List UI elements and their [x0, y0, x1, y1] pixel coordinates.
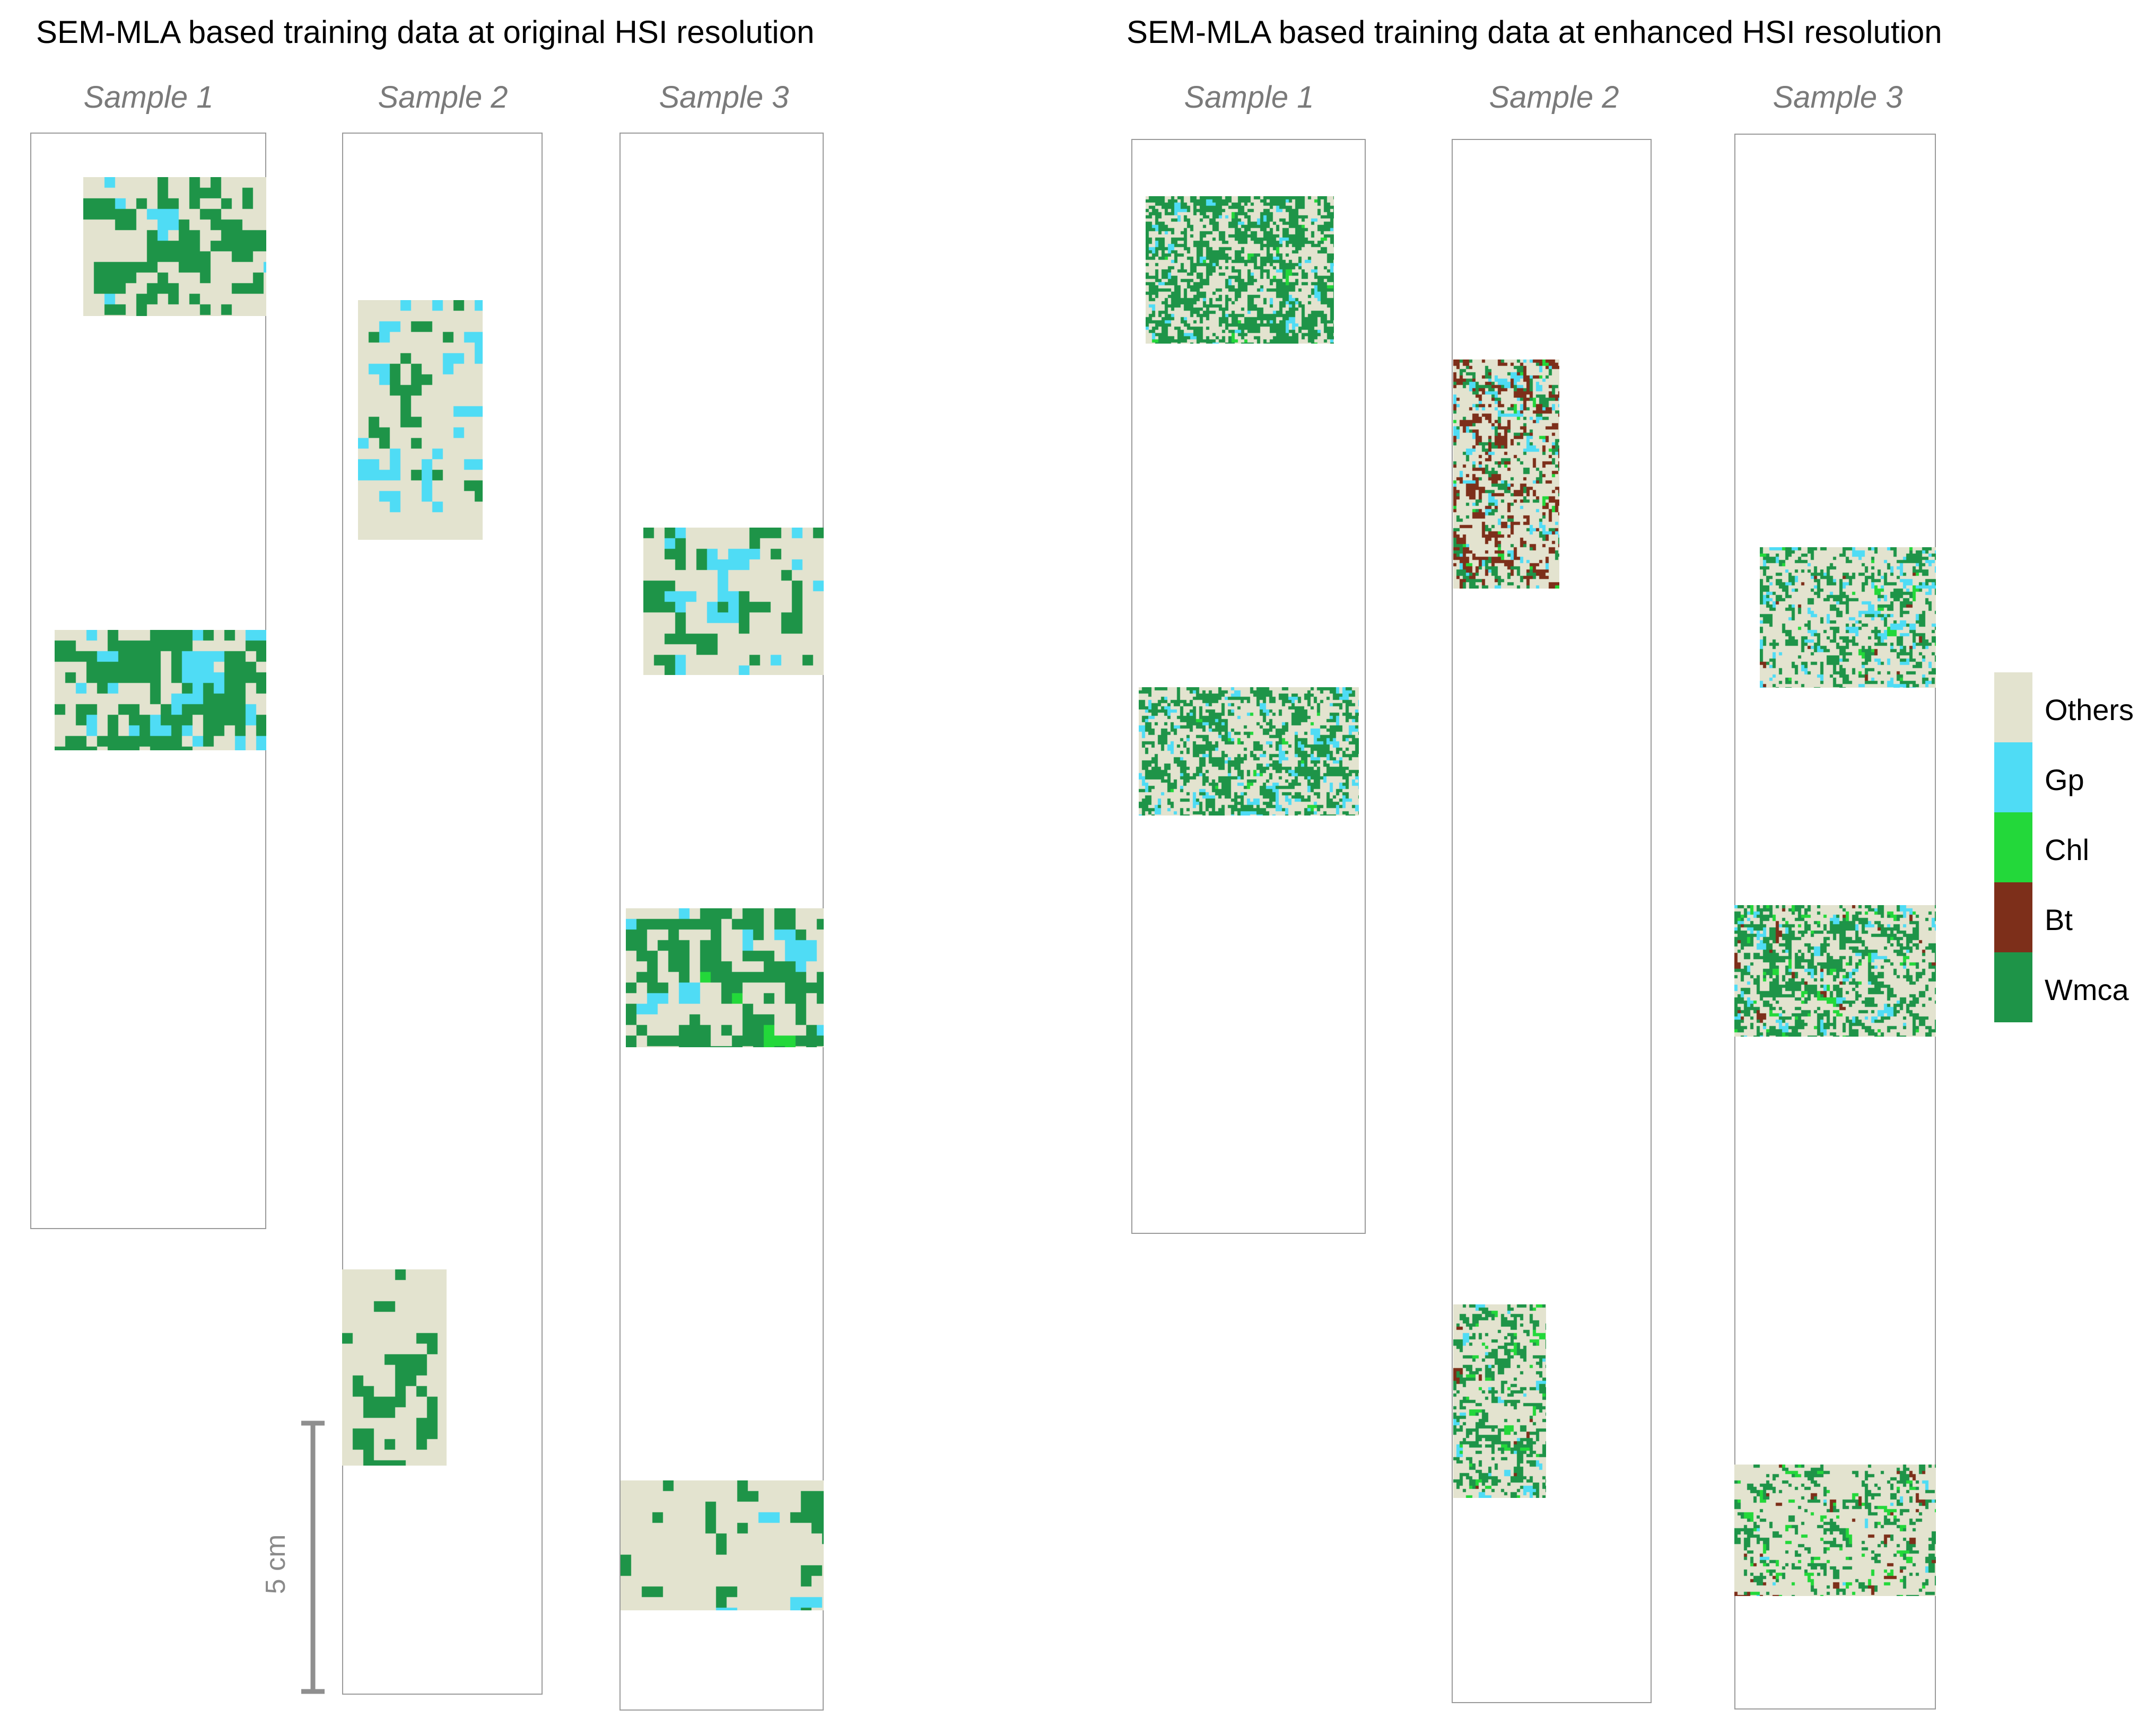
legend-label-bt: Bt	[2045, 903, 2073, 936]
legend-label-chl: Chl	[2045, 833, 2090, 866]
legend-swatch-chl	[1994, 812, 2032, 882]
mineral-patch	[1453, 360, 1559, 589]
legend-label-gp: Gp	[2045, 763, 2084, 796]
legend-label-others: Others	[2045, 693, 2134, 726]
legend-swatch-gp	[1994, 742, 2032, 812]
mineral-patch	[621, 1480, 824, 1610]
mineral-patch	[1734, 905, 1936, 1037]
label-enhanced-sample-2: Sample 2	[1489, 80, 1619, 115]
mineral-patch	[1760, 547, 1936, 688]
legend-swatch-wmca	[1994, 952, 2032, 1022]
scale-bar	[301, 1421, 325, 1694]
label-original-sample-1: Sample 1	[83, 80, 214, 115]
scale-bar-label: 5 cm	[260, 1534, 291, 1594]
title-original-resolution: SEM-MLA based training data at original …	[36, 14, 815, 50]
mineral-patch	[358, 300, 483, 540]
mineral-patch	[643, 528, 824, 675]
label-original-sample-2: Sample 2	[378, 80, 508, 115]
mineral-patch	[342, 1269, 447, 1466]
mineral-patch	[626, 908, 824, 1047]
mineral-patch	[55, 630, 266, 750]
legend-label-wmca: Wmca	[2045, 973, 2129, 1006]
legend-swatch-bt	[1994, 882, 2032, 952]
title-enhanced-resolution: SEM-MLA based training data at enhanced …	[1127, 14, 1942, 50]
label-enhanced-sample-1: Sample 1	[1184, 80, 1314, 115]
mineral-patch	[83, 177, 266, 316]
label-enhanced-sample-3: Sample 3	[1773, 80, 1903, 115]
mineral-patch	[1146, 196, 1334, 344]
legend-swatch-others	[1994, 672, 2032, 742]
label-original-sample-3: Sample 3	[659, 80, 789, 115]
mineral-patch	[1734, 1465, 1936, 1596]
mineral-patch	[1453, 1304, 1546, 1498]
mineral-patch	[1139, 687, 1359, 816]
